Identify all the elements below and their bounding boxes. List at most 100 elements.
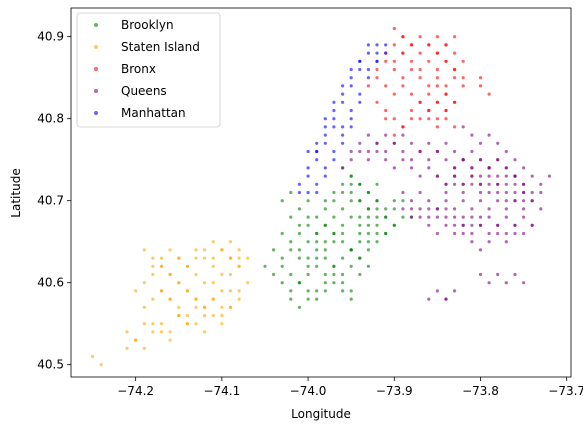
data-point bbox=[185, 322, 189, 326]
data-point bbox=[349, 182, 353, 186]
data-point bbox=[246, 281, 250, 285]
data-point bbox=[384, 59, 388, 63]
data-point bbox=[349, 215, 353, 219]
data-point bbox=[203, 305, 207, 309]
data-point bbox=[323, 125, 327, 129]
data-point bbox=[341, 223, 345, 227]
data-point bbox=[392, 207, 396, 211]
data-point bbox=[332, 281, 336, 285]
data-point bbox=[280, 256, 284, 260]
data-point bbox=[444, 297, 448, 301]
data-point bbox=[366, 231, 370, 236]
data-point bbox=[341, 240, 345, 244]
data-point bbox=[444, 207, 448, 211]
legend-entries: Brooklyn Staten Island Bronx Queens Manhatta… bbox=[94, 18, 200, 120]
data-point bbox=[341, 281, 345, 285]
data-point bbox=[384, 231, 388, 236]
data-point bbox=[297, 305, 301, 309]
data-point bbox=[487, 182, 491, 186]
data-point bbox=[220, 248, 224, 252]
data-point bbox=[504, 199, 508, 203]
data-point bbox=[134, 289, 138, 293]
data-point bbox=[470, 240, 474, 244]
data-point bbox=[142, 346, 146, 350]
data-point bbox=[366, 207, 370, 211]
data-point bbox=[341, 207, 345, 211]
data-point bbox=[142, 322, 146, 326]
data-point bbox=[427, 108, 431, 113]
data-point bbox=[504, 281, 508, 285]
data-point bbox=[323, 248, 327, 252]
data-point bbox=[349, 289, 353, 293]
data-point bbox=[142, 248, 146, 252]
data-point bbox=[530, 199, 534, 203]
data-point bbox=[461, 76, 465, 80]
data-point bbox=[427, 223, 431, 227]
data-point bbox=[151, 297, 155, 301]
data-point bbox=[453, 223, 457, 227]
data-point bbox=[392, 26, 396, 31]
data-point bbox=[427, 84, 431, 88]
data-point bbox=[384, 51, 388, 55]
data-point bbox=[297, 231, 301, 236]
data-point bbox=[315, 182, 319, 186]
data-point bbox=[384, 158, 388, 162]
data-point bbox=[358, 149, 362, 154]
data-point bbox=[194, 272, 198, 277]
data-point bbox=[280, 231, 284, 236]
data-point bbox=[435, 117, 439, 121]
data-point bbox=[435, 84, 439, 88]
data-point bbox=[349, 190, 353, 195]
legend-entry-label: Staten Island bbox=[121, 40, 200, 54]
data-point bbox=[487, 281, 491, 285]
data-point bbox=[418, 117, 422, 121]
data-point bbox=[435, 231, 439, 236]
data-point bbox=[323, 141, 327, 145]
data-point bbox=[384, 108, 388, 113]
data-point bbox=[375, 199, 379, 203]
data-point bbox=[470, 182, 474, 186]
data-point bbox=[418, 76, 422, 80]
data-point bbox=[392, 67, 396, 72]
data-point bbox=[358, 59, 362, 63]
data-point bbox=[375, 207, 379, 211]
data-point bbox=[349, 125, 353, 129]
data-point bbox=[134, 338, 138, 342]
data-point bbox=[306, 149, 310, 154]
data-point bbox=[478, 248, 483, 252]
data-point bbox=[384, 207, 388, 211]
data-point bbox=[444, 190, 448, 195]
data-point bbox=[418, 35, 422, 39]
data-point bbox=[151, 256, 155, 260]
data-point bbox=[444, 199, 448, 203]
data-point bbox=[194, 305, 198, 309]
legend-marker bbox=[94, 111, 98, 115]
data-point bbox=[461, 231, 465, 236]
data-point bbox=[461, 182, 465, 186]
data-point bbox=[91, 354, 95, 359]
data-point bbox=[159, 322, 164, 326]
data-point bbox=[159, 330, 164, 334]
data-point bbox=[323, 281, 327, 285]
x-tick-label: −74.2 bbox=[117, 384, 154, 398]
data-point bbox=[522, 182, 526, 186]
data-point bbox=[418, 149, 422, 154]
data-point bbox=[306, 256, 310, 260]
data-point bbox=[427, 59, 431, 63]
data-point bbox=[453, 149, 457, 154]
data-point bbox=[487, 215, 491, 219]
data-point bbox=[289, 215, 293, 219]
data-point bbox=[332, 149, 336, 154]
data-point bbox=[323, 223, 327, 227]
data-point bbox=[349, 117, 353, 121]
data-point bbox=[375, 67, 379, 72]
data-point bbox=[237, 289, 241, 293]
legend-entry-label: Brooklyn bbox=[121, 18, 174, 32]
data-point bbox=[487, 231, 491, 236]
data-point bbox=[409, 158, 414, 162]
data-point bbox=[409, 108, 414, 113]
data-point bbox=[306, 289, 310, 293]
data-point bbox=[289, 248, 293, 252]
data-point bbox=[211, 313, 215, 318]
y-axis-label: Latitude bbox=[9, 168, 23, 217]
